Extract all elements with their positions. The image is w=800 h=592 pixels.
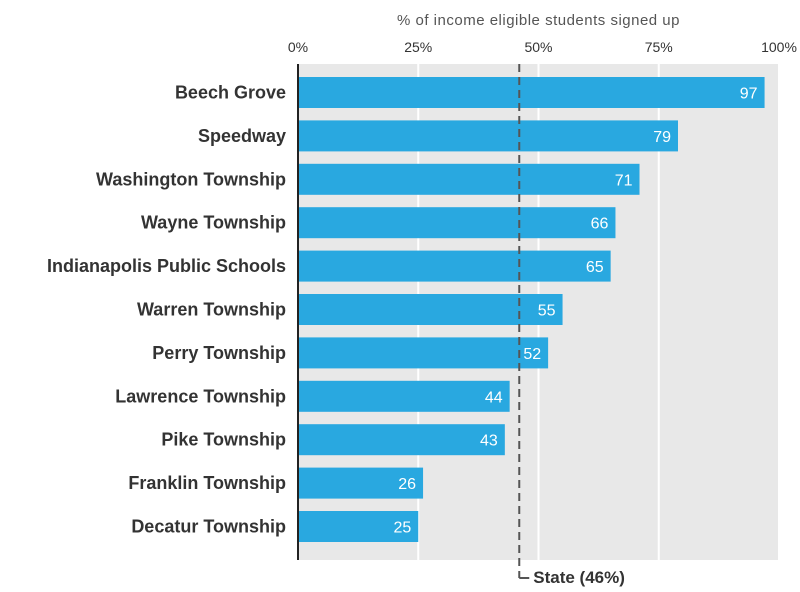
- x-axis-ticks: 0% 25% 50% 75% 100%: [288, 39, 797, 55]
- bar-value-label: 55: [538, 303, 556, 320]
- bar: [298, 120, 678, 152]
- category-label: Wayne Township: [141, 213, 286, 233]
- x-tick-label: 75%: [645, 39, 673, 55]
- bar-value-label: 65: [586, 259, 604, 276]
- bars: Beech Grove 97 Speedway 79 Washington Townsh…: [47, 77, 765, 542]
- x-tick-label: 100%: [761, 39, 797, 55]
- bar: [298, 163, 640, 195]
- state-reference: State (46%): [518, 64, 625, 587]
- bar-value-label: 66: [591, 216, 609, 233]
- x-axis-title: % of income eligible students signed up: [397, 12, 680, 29]
- x-tick-label: 25%: [404, 39, 432, 55]
- bar: [298, 207, 616, 239]
- x-tick-label: 50%: [524, 39, 552, 55]
- bar-value-label: 71: [615, 172, 633, 189]
- category-label: Perry Township: [152, 343, 286, 363]
- category-label: Lawrence Township: [115, 386, 286, 406]
- category-label: Pike Township: [161, 430, 286, 450]
- bar: [298, 424, 505, 456]
- bar-value-label: 26: [398, 476, 416, 493]
- bar: [298, 467, 424, 499]
- bar: [298, 77, 765, 108]
- category-label: Franklin Township: [128, 473, 286, 493]
- bar-value-label: 25: [393, 520, 411, 537]
- bar-value-label: 52: [523, 346, 541, 363]
- bar-value-label: 79: [653, 129, 671, 146]
- state-reference-label: State (46%): [533, 568, 625, 587]
- category-label: Speedway: [198, 126, 286, 146]
- category-label: Beech Grove: [175, 83, 286, 103]
- category-label: Indianapolis Public Schools: [47, 256, 286, 276]
- category-label: Warren Township: [137, 300, 286, 320]
- category-label: Washington Township: [96, 169, 286, 189]
- bar: [298, 337, 549, 369]
- bar-value-label: 97: [740, 86, 758, 103]
- bar: [298, 250, 611, 282]
- bar: [298, 294, 563, 325]
- bar-value-label: 43: [480, 433, 498, 450]
- x-tick-label: 0%: [288, 39, 308, 55]
- bar: [298, 511, 419, 542]
- bar-value-label: 44: [485, 389, 503, 406]
- category-label: Decatur Township: [131, 517, 286, 537]
- bar: [298, 380, 510, 412]
